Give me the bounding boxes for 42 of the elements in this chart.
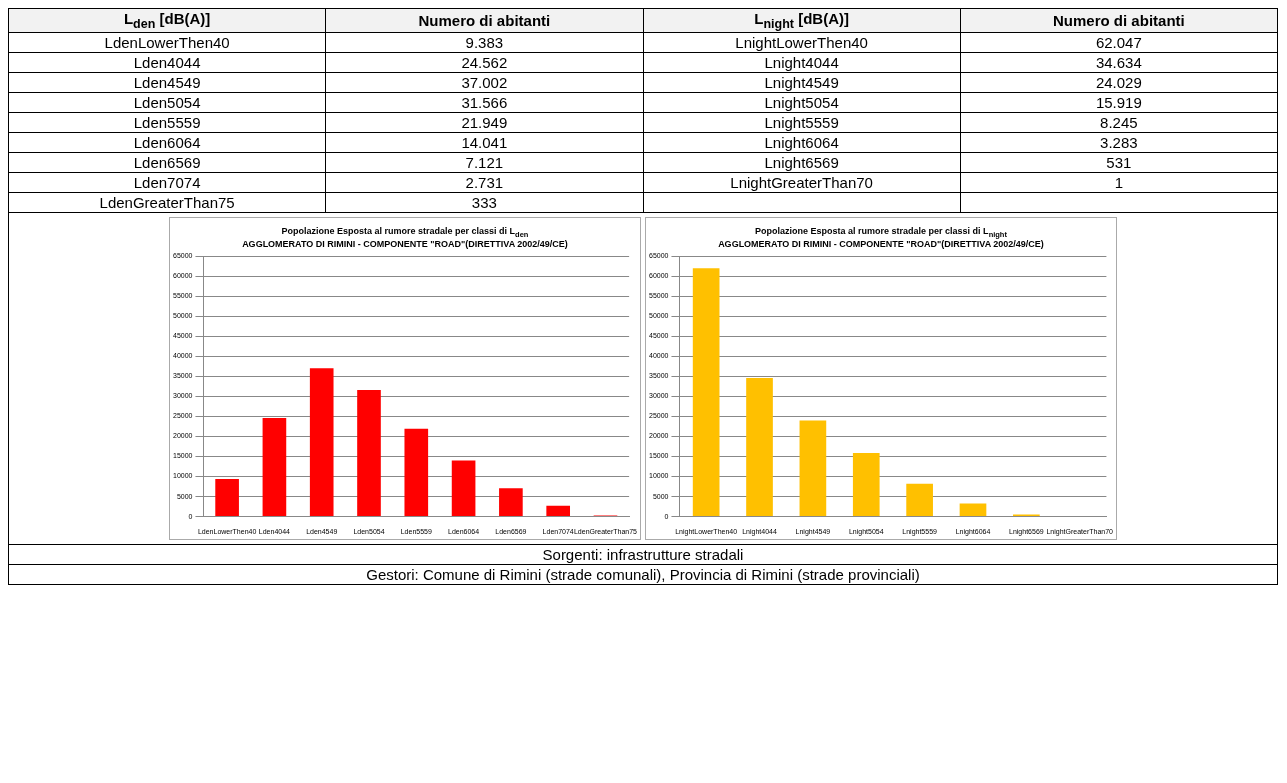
text: Lden4044 xyxy=(8,52,326,73)
text: 8.245 xyxy=(960,112,1278,133)
text: Gestori: Comune di Rimini (strade comunali), Provincia di Rimini (strade provinciali) xyxy=(8,564,1278,585)
text: Lnight6569 xyxy=(643,152,961,173)
text: LnightGreaterThan70 xyxy=(643,172,961,193)
text: LdenLowerThen40 xyxy=(8,32,326,53)
text: 1 xyxy=(960,172,1278,193)
text: Lnight5559 xyxy=(643,112,961,133)
text: 3.283 xyxy=(960,132,1278,153)
chart-title: Popolazione Esposta al rumore stradale per classi di L$_{night}$ AGGLOMERATO DI RIMINI - COMPONENTE "ROAD"(DIRETTIVA 2002/49/CE) xyxy=(717,226,1045,249)
text: 9.383 xyxy=(325,32,643,53)
text: Lden6569 xyxy=(8,152,326,173)
text: L$_{den}$ [dB(A)] xyxy=(8,8,326,33)
text: Lden7074 xyxy=(8,172,326,193)
text: LnightLowerThen40 xyxy=(643,32,961,53)
text: 24.562 xyxy=(325,52,643,73)
text: 14.041 xyxy=(325,132,643,153)
text: 31.566 xyxy=(325,92,643,113)
text: L$_{night}$ [dB(A)] xyxy=(643,8,961,33)
text: Lden5054 xyxy=(8,92,326,113)
text: Lnight4044 xyxy=(643,52,961,73)
text: Lden5559 xyxy=(8,112,326,133)
text: Numero di abitanti xyxy=(960,8,1278,33)
text: Lnight4549 xyxy=(643,72,961,93)
text: 37.002 xyxy=(325,72,643,93)
text: Lnight5054 xyxy=(643,92,961,113)
text: Lden4549 xyxy=(8,72,326,93)
text: Numero di abitanti xyxy=(325,8,643,33)
text: 24.029 xyxy=(960,72,1278,93)
chart-title: Popolazione Esposta al rumore stradale per classi di L$_{den}$ AGGLOMERATO DI RIMINI - COMPONENTE "ROAD"(DIRETTIVA 2002/49/CE) xyxy=(241,226,569,249)
text: 21.949 xyxy=(325,112,643,133)
text: Lnight6064 xyxy=(643,132,961,153)
text: 7.121 xyxy=(325,152,643,173)
text: 62.047 xyxy=(960,32,1278,53)
text: 531 xyxy=(960,152,1278,173)
text: 34.634 xyxy=(960,52,1278,73)
text: LdenGreaterThan75 xyxy=(8,192,326,213)
text: Lden6064 xyxy=(8,132,326,153)
text: Sorgenti: infrastrutture stradali xyxy=(8,544,1278,565)
text: 15.919 xyxy=(960,92,1278,113)
text: 333 xyxy=(325,192,643,213)
text: 2.731 xyxy=(325,172,643,193)
